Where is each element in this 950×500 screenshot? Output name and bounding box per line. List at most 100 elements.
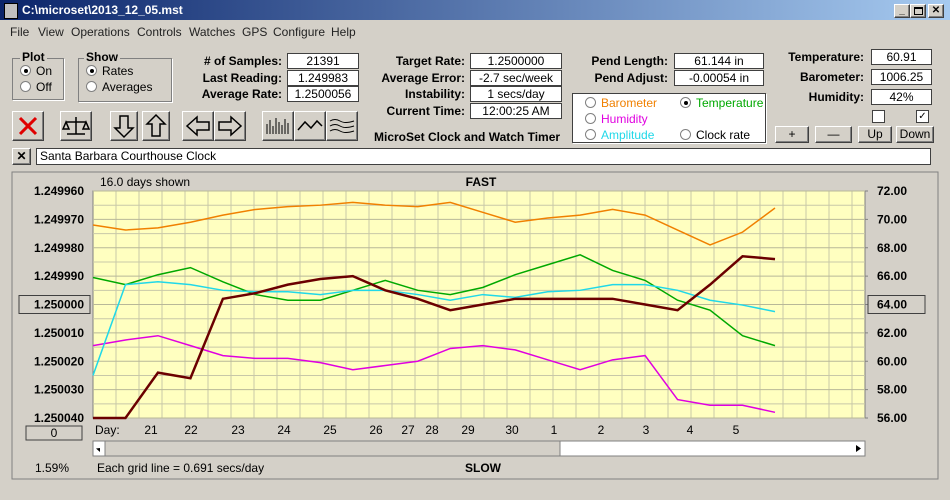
field-label: Current Time: xyxy=(386,103,465,118)
field-label: Humidity: xyxy=(808,90,864,104)
tick-button[interactable] xyxy=(18,295,91,314)
radio-option[interactable]: Clock rate xyxy=(680,128,750,142)
day-label: Day: xyxy=(95,423,120,437)
y2-tick-label: 68.00 xyxy=(877,241,907,255)
y-tick-label: 1.250020 xyxy=(34,354,84,368)
day-tick-label: 1 xyxy=(551,423,558,437)
field-label: Last Reading: xyxy=(202,70,282,85)
field-value: -0.00054 in xyxy=(674,69,764,86)
checkbox[interactable] xyxy=(872,110,885,123)
radio-button[interactable] xyxy=(585,129,596,140)
tool-button[interactable] xyxy=(262,111,294,141)
y2-tick-label: 62.00 xyxy=(877,326,907,340)
radio-option[interactable]: Humidity xyxy=(585,112,648,126)
menu-item[interactable]: View xyxy=(38,25,64,39)
y2-tick-label: 58.00 xyxy=(877,383,907,397)
menu-item[interactable]: Operations xyxy=(71,25,130,39)
radio-button[interactable] xyxy=(20,81,31,92)
tool-button[interactable] xyxy=(110,111,138,141)
tool-button[interactable] xyxy=(326,111,358,141)
y-tick-label: 1.250010 xyxy=(34,326,84,340)
radio-option[interactable]: Amplitude xyxy=(585,128,654,142)
chart-panel xyxy=(11,171,939,480)
radio-option[interactable]: Barometer xyxy=(585,96,657,110)
group-title: Show xyxy=(84,50,120,64)
radio-label: On xyxy=(36,64,53,78)
menu-item[interactable]: Help xyxy=(331,25,356,39)
offset-button[interactable] xyxy=(25,425,83,441)
menu-item[interactable]: Configure xyxy=(273,25,326,39)
button[interactable]: + xyxy=(775,126,809,143)
tool-button[interactable] xyxy=(294,111,326,141)
field-value: 1 secs/day xyxy=(470,86,562,102)
button[interactable]: — xyxy=(815,126,852,143)
radio-option[interactable]: Off xyxy=(20,80,52,94)
day-tick-label: 26 xyxy=(369,423,383,437)
y2-tick-label: 60.00 xyxy=(877,354,907,368)
radio-button[interactable] xyxy=(680,97,691,108)
tool-button[interactable] xyxy=(214,111,246,141)
y-tick-label: 1.250000 xyxy=(34,298,84,312)
days-shown: 16.0 days shown xyxy=(100,175,190,189)
button[interactable]: Down xyxy=(896,126,934,143)
series-line xyxy=(93,254,776,420)
field-value: 1.2500056 xyxy=(287,86,359,102)
scrollbar-thumb[interactable] xyxy=(104,440,561,457)
field-label: Pend Adjust: xyxy=(594,70,668,85)
field-label: Average Error: xyxy=(381,70,465,85)
y-tick-label: 1.250030 xyxy=(34,383,84,397)
menu-item[interactable]: File xyxy=(10,25,30,39)
y2-tick-label: 72.00 xyxy=(877,184,907,198)
day-tick-label: 4 xyxy=(687,423,694,437)
clear-button[interactable]: ✕ xyxy=(12,148,31,165)
scroll-arrow[interactable] xyxy=(96,448,100,452)
window-title: C:\microset\2013_12_05.mst xyxy=(22,3,183,17)
tick-button[interactable] xyxy=(867,295,926,314)
radio-label: Averages xyxy=(102,80,153,94)
y-tick-label: 1.249980 xyxy=(34,241,84,255)
radio-label: Temperature xyxy=(696,96,764,110)
clock-name-field[interactable]: Santa Barbara Courthouse Clock xyxy=(36,148,931,165)
maximize-button[interactable] xyxy=(910,4,926,18)
field-value: -2.7 sec/week xyxy=(470,69,562,86)
tool-button[interactable] xyxy=(60,111,92,141)
radio-button[interactable] xyxy=(20,65,31,76)
radio-option[interactable]: Rates xyxy=(86,64,133,78)
radio-button[interactable] xyxy=(86,81,97,92)
close-button[interactable]: ✕ xyxy=(928,4,944,18)
day-tick-label: 3 xyxy=(643,423,650,437)
field-label: Barometer: xyxy=(799,70,864,84)
checkbox[interactable]: ✓ xyxy=(916,110,929,123)
radio-option[interactable]: On xyxy=(20,64,52,78)
percent: 1.59% xyxy=(35,461,69,475)
radio-button[interactable] xyxy=(585,97,596,108)
field-value: 42% xyxy=(871,89,932,105)
field-value: 60.91 xyxy=(871,49,932,65)
series-line xyxy=(92,201,776,246)
tool-button[interactable] xyxy=(182,111,214,141)
radio-option[interactable]: Averages xyxy=(86,80,152,94)
field-label: Temperature: xyxy=(788,50,864,64)
day-tick-label: 29 xyxy=(461,423,475,437)
tool-button[interactable] xyxy=(142,111,170,141)
menu-item[interactable]: Watches xyxy=(189,25,236,39)
title-bar: C:\microset\2013_12_05.mst _ ✕ xyxy=(0,0,950,20)
radio-label: Humidity xyxy=(601,112,648,126)
menu-item[interactable]: GPS xyxy=(242,25,268,39)
tool-button[interactable] xyxy=(12,111,44,141)
field-label: Instability: xyxy=(404,87,465,101)
radio-option[interactable]: Temperature xyxy=(680,96,763,110)
menu-item[interactable]: Controls xyxy=(137,25,182,39)
radio-label: Rates xyxy=(102,64,134,78)
radio-button[interactable] xyxy=(680,129,691,140)
y-tick-label: 1.249990 xyxy=(34,269,84,283)
radio-button[interactable] xyxy=(585,113,596,124)
day-tick-label: 25 xyxy=(323,423,337,437)
button[interactable]: Up xyxy=(858,126,892,143)
y2-tick-label: 66.00 xyxy=(877,269,907,283)
scroll-arrow[interactable] xyxy=(856,445,861,452)
minimize-button[interactable]: _ xyxy=(894,4,910,18)
radio-button[interactable] xyxy=(86,65,97,76)
